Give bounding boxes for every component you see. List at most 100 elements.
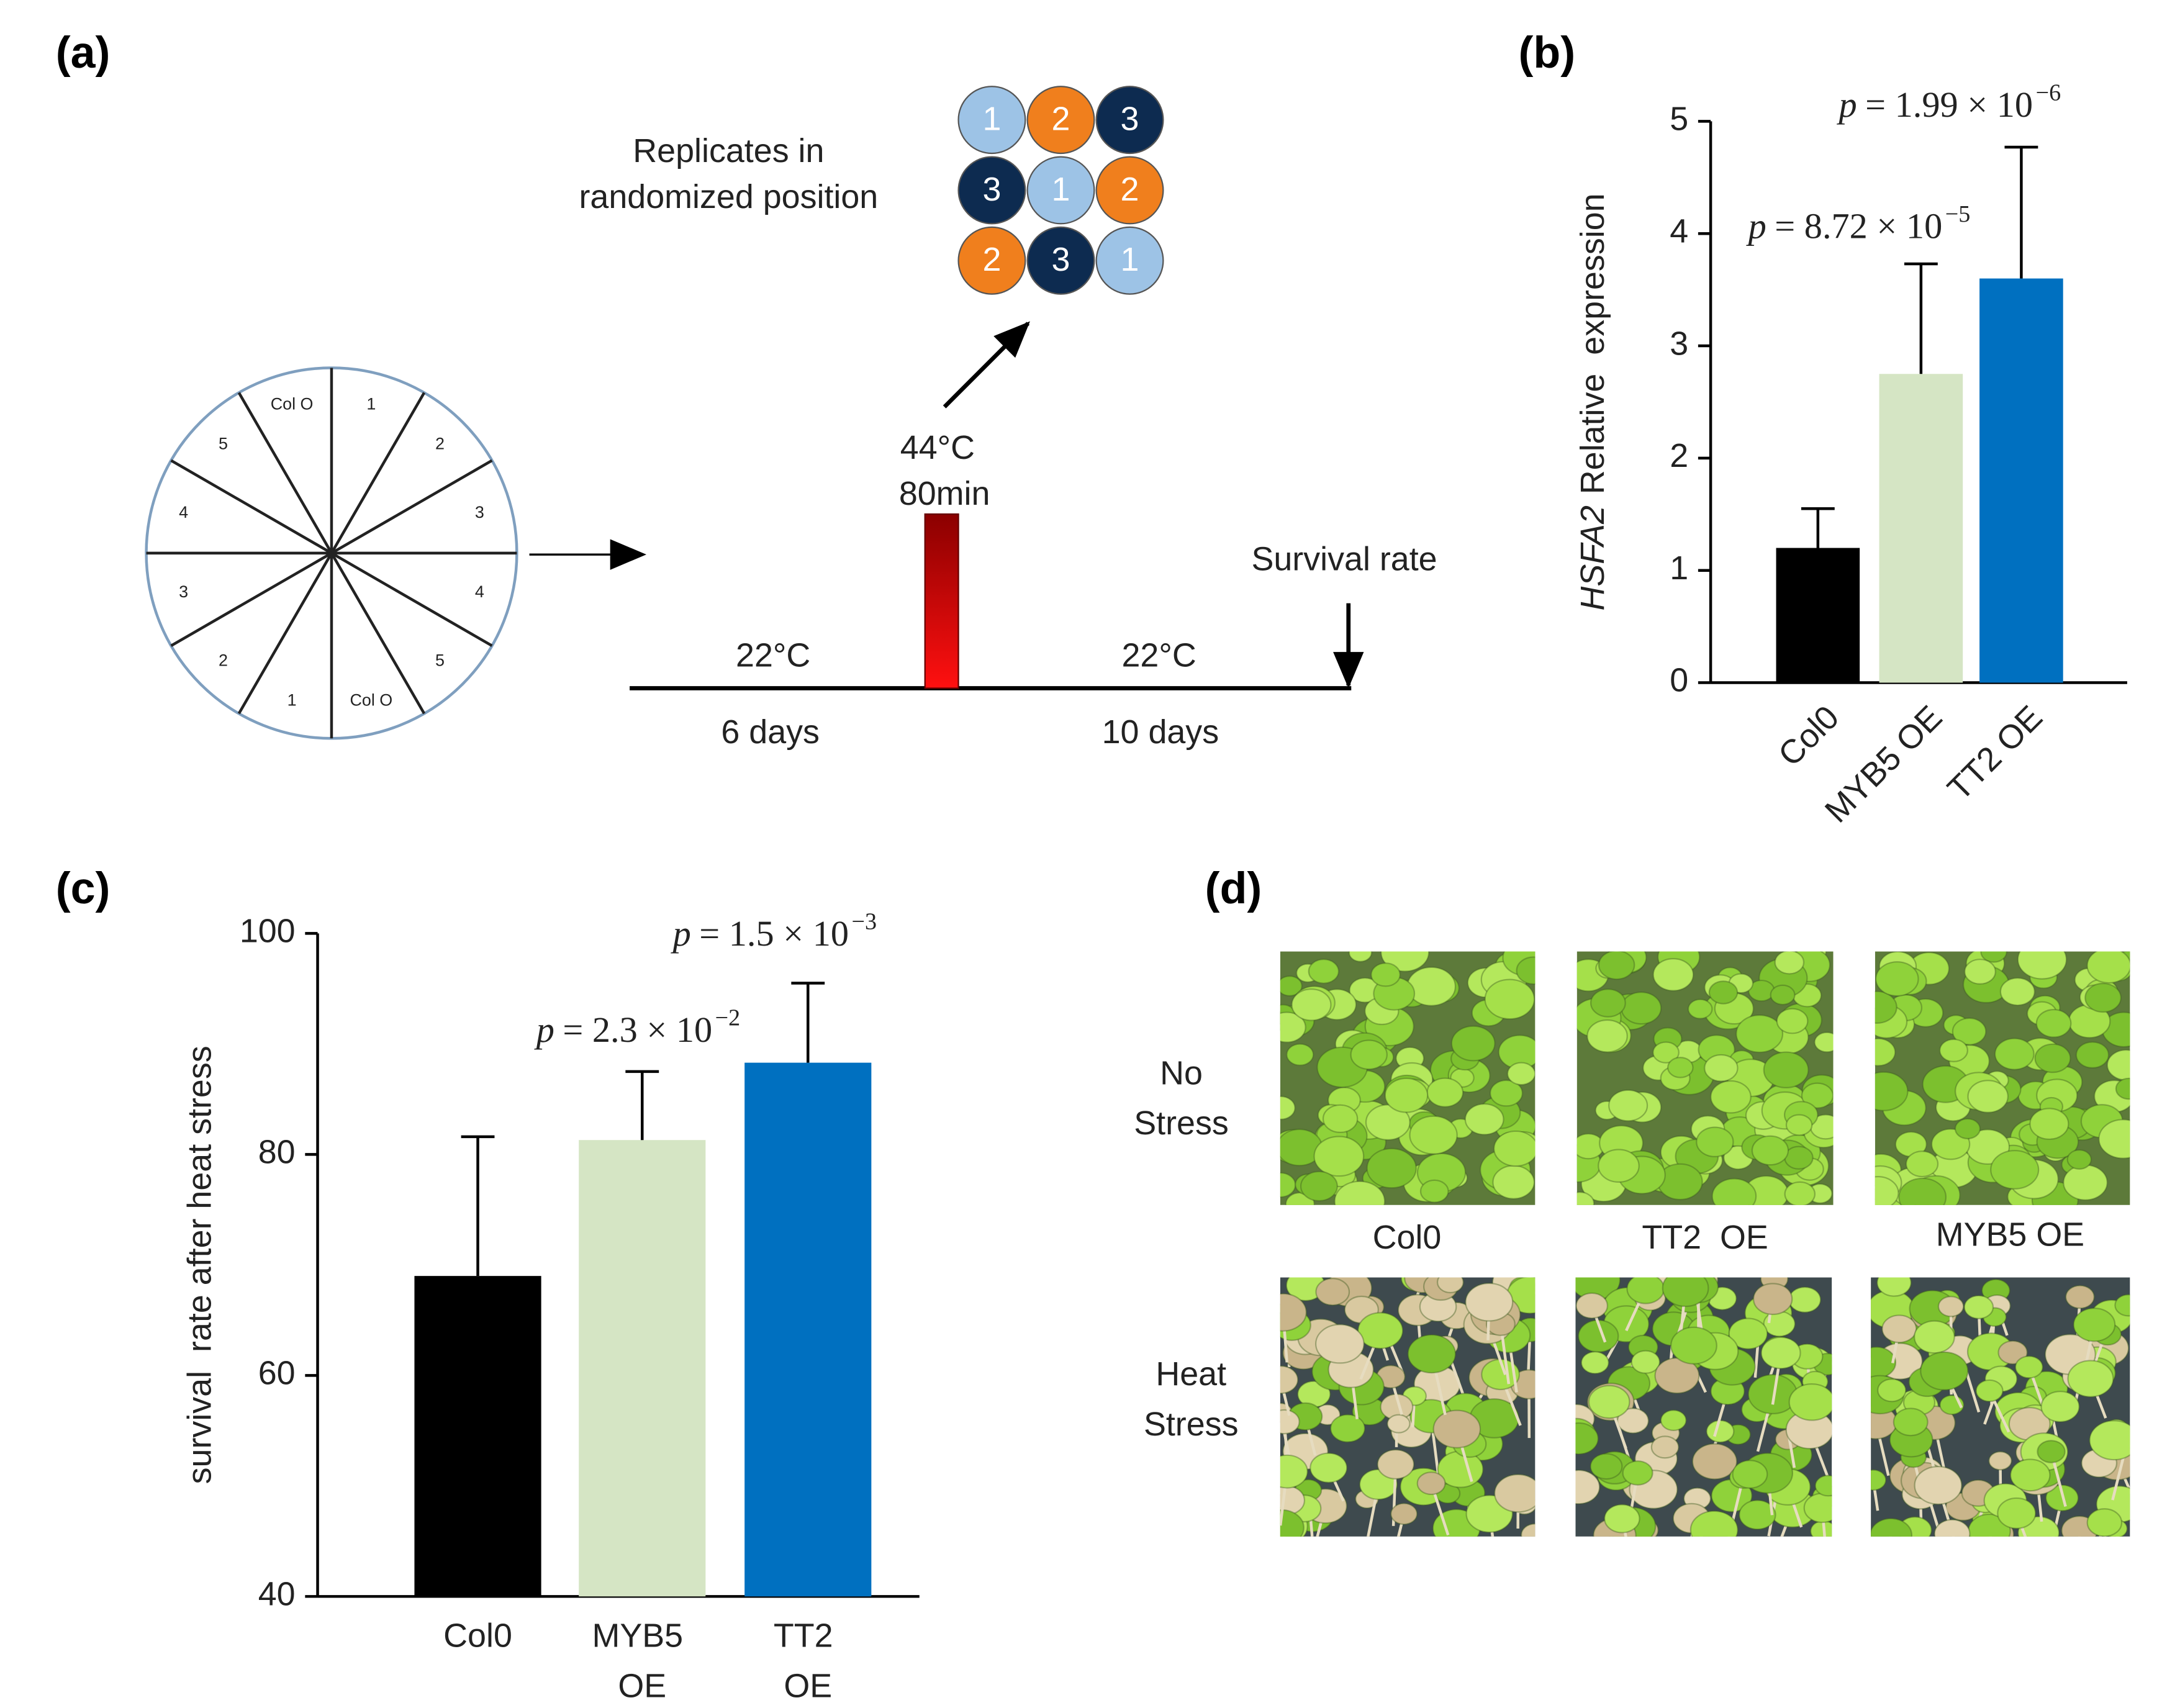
- leaf: [1760, 1336, 1801, 1370]
- leaf: [2073, 1307, 2116, 1342]
- leaf: [1776, 1008, 1809, 1034]
- leaf: [2063, 1164, 2108, 1201]
- leaf: [2034, 1043, 2071, 1073]
- p-exponent: −6: [2036, 80, 2061, 106]
- p-exponent: −3: [852, 908, 877, 934]
- leaf: [1997, 1497, 2037, 1529]
- leaf: [1280, 1454, 1308, 1489]
- photo-content: [1871, 1277, 2130, 1537]
- leaf: [1997, 1340, 2028, 1365]
- leaf: [1588, 1385, 1631, 1419]
- leaf: [2106, 1049, 2130, 1081]
- leaf: [1300, 1170, 1338, 1202]
- leaf: [2075, 1041, 2110, 1069]
- leaf: [1370, 962, 1401, 987]
- p-text: = 2.3 × 10: [563, 1010, 712, 1050]
- leaf: [1366, 1147, 1417, 1189]
- leaf: [2029, 1108, 2069, 1140]
- p-text: = 8.72 × 10: [1775, 206, 1942, 246]
- p-value: p = 1.99 × 10 −6: [1836, 80, 2061, 125]
- replicates-title: randomized position: [579, 178, 879, 215]
- wheel-label: Col O: [271, 395, 314, 413]
- leaf: [1905, 1150, 1939, 1178]
- leaf: [1881, 1314, 1917, 1344]
- wheel-label: 1: [366, 395, 376, 413]
- leaf: [1999, 977, 2035, 1006]
- leaf: [1687, 998, 1713, 1019]
- p-symbol: p: [1746, 206, 1766, 246]
- wheel-label: 4: [475, 582, 484, 601]
- leaf: [1871, 1346, 1897, 1379]
- leaf: [1954, 1118, 1981, 1140]
- leaf: [1330, 1414, 1366, 1443]
- wheel-spoke: [170, 459, 493, 648]
- seedling-photo: [1875, 951, 2130, 1205]
- stress-time: 80min: [899, 475, 990, 512]
- leaf: [1334, 1180, 1386, 1205]
- leaf: [1313, 1136, 1365, 1177]
- bar: [1979, 278, 2063, 683]
- leaf: [1875, 961, 1919, 997]
- replicate-label: 3: [982, 171, 1001, 208]
- leaf: [2086, 951, 2130, 984]
- leaf: [1590, 1453, 1623, 1480]
- seedling-photo: [1871, 1277, 2130, 1537]
- leaf: [1763, 1051, 1809, 1088]
- leaf: [1384, 1077, 1429, 1113]
- leaf: [1377, 1449, 1415, 1480]
- leaf: [1426, 1077, 1464, 1108]
- p-value: p = 1.5 × 10 −3: [671, 908, 877, 954]
- p-exponent: −5: [1945, 201, 1971, 227]
- replicate-dot: [1095, 156, 1164, 225]
- wheel-label: 2: [435, 434, 445, 453]
- leaf: [1280, 1293, 1307, 1332]
- leaf: [1350, 1039, 1388, 1070]
- replicate-label: 1: [1051, 171, 1070, 208]
- leaf: [1708, 980, 1739, 1005]
- leaf: [1735, 1014, 1784, 1053]
- leaf: [1492, 1165, 1536, 1200]
- bar: [414, 1276, 541, 1597]
- wheel-label: 2: [219, 651, 228, 670]
- leaf: [2098, 1119, 2130, 1159]
- leaf: [1580, 1351, 1609, 1375]
- leaf: [2040, 1391, 2080, 1423]
- bar: [579, 1140, 706, 1597]
- y-tick-label: 3: [1670, 325, 1688, 362]
- leaf: [1920, 1351, 1969, 1391]
- leaf: [1670, 1326, 1717, 1365]
- leaf: [1308, 959, 1340, 984]
- leaf: [1770, 984, 1796, 1006]
- panel-label: (b): [1518, 28, 1575, 78]
- leaf: [1934, 1519, 1971, 1537]
- row-label: Stress: [1144, 1406, 1239, 1443]
- leaf: [1465, 1282, 1514, 1322]
- wheel-label: 3: [179, 582, 188, 601]
- leaf: [1575, 1469, 1601, 1505]
- replicates-title: Replicates in: [633, 132, 824, 169]
- leaf: [1608, 1089, 1649, 1122]
- bar: [744, 1062, 872, 1597]
- leaf: [1654, 1357, 1700, 1394]
- replicate-label: 2: [1051, 101, 1070, 138]
- leaf: [2086, 1508, 2123, 1537]
- leaf: [1691, 1443, 1738, 1480]
- y-tick-label: 5: [1670, 101, 1688, 138]
- leaf: [2114, 1294, 2130, 1317]
- y-axis-title: HSFA2 Relative expression: [1574, 193, 1611, 610]
- leaf: [1494, 1473, 1536, 1513]
- y-tick-label: 2: [1670, 437, 1688, 474]
- bar: [1879, 374, 1963, 683]
- stem: [1642, 1530, 1645, 1537]
- replicate-label: 3: [1121, 101, 1139, 138]
- leaf: [1980, 951, 2007, 963]
- leaf: [1506, 1062, 1536, 1086]
- leaf: [1988, 1451, 2012, 1471]
- seedling-photo: [1576, 951, 1834, 1205]
- leaf: [1576, 1191, 1595, 1205]
- replicate-dot: [1095, 86, 1164, 155]
- leaf: [1875, 990, 1897, 1024]
- x-tick-label: TT2 OE: [774, 1617, 843, 1705]
- column-label: MYB5 OE: [1936, 1216, 2084, 1254]
- leaf: [2066, 1149, 2092, 1170]
